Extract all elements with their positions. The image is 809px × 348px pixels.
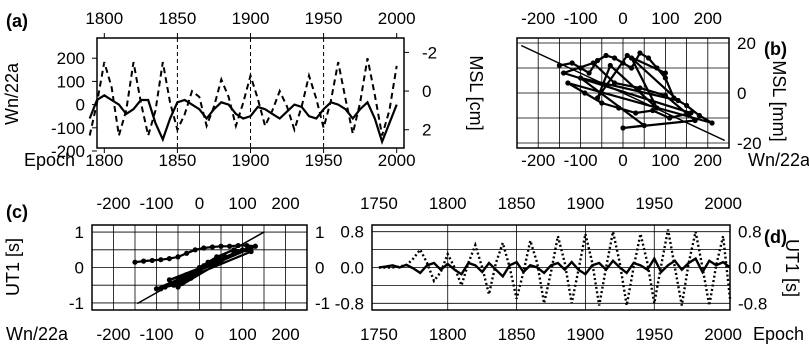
panel-d-bottom-ticklabel: 1900 bbox=[567, 325, 605, 344]
panel-d-bottom-ticklabel: 2000 bbox=[704, 325, 742, 344]
panel-a-left-ticklabel: -100 bbox=[51, 119, 85, 138]
panel-c-top-ticklabel: -200 bbox=[96, 194, 130, 213]
panel-d-right-ticklabel: 0.0 bbox=[738, 259, 762, 278]
panel-c-bottom-ticklabel: -100 bbox=[139, 325, 173, 344]
panel-d-top-ticklabel: 1950 bbox=[635, 194, 673, 213]
panel-a-top-ticklabel: 2000 bbox=[378, 9, 416, 28]
panel-b-top-ticklabel: 0 bbox=[618, 9, 627, 28]
panel-c-grid bbox=[92, 225, 307, 310]
panel-d-left-ticklabel: 0.0 bbox=[340, 259, 364, 278]
panel-a-top-ticklabel: 1900 bbox=[232, 9, 270, 28]
panel-b-bottom-ticklabel: 100 bbox=[651, 151, 679, 170]
panel-d-left-ticklabel: 0.8 bbox=[340, 223, 364, 242]
axis-title-a-right: MSL [cm] bbox=[466, 55, 486, 130]
panel-d-top-ticklabel: 1750 bbox=[360, 194, 398, 213]
panel-c-top-ticklabel: 200 bbox=[271, 194, 299, 213]
panel-d-bottom-ticklabel: 1950 bbox=[635, 325, 673, 344]
panel-c-marks bbox=[132, 231, 265, 305]
panel-b-top-ticklabel: -200 bbox=[521, 9, 555, 28]
panel-a-grid bbox=[92, 33, 409, 153]
panel-d-top-ticklabel: 1850 bbox=[498, 194, 536, 213]
panel-c-bottom-ticklabel: 100 bbox=[228, 325, 256, 344]
panel-c-right-ticklabel: 1 bbox=[315, 223, 324, 242]
panel-a-bottom-ticklabel: 1800 bbox=[85, 151, 123, 170]
panel-b bbox=[516, 37, 730, 149]
panel-d-label: (d) bbox=[764, 227, 787, 247]
panel-b-top-ticklabel: 100 bbox=[651, 9, 679, 28]
panel-a-series-msl bbox=[88, 58, 398, 136]
panel-d-bottom-ticklabel: 1850 bbox=[498, 325, 536, 344]
panel-b-top-ticklabel: 200 bbox=[694, 9, 722, 28]
axis-title-c-left: UT1 [s] bbox=[3, 238, 23, 296]
panel-a-top-ticklabel: 1850 bbox=[158, 9, 196, 28]
panel-b-right-ticklabel: 20 bbox=[737, 34, 756, 53]
panel-c-left-ticklabel: 0 bbox=[75, 259, 84, 278]
panel-a-right-ticklabel: -2 bbox=[422, 43, 437, 62]
panel-b-trajectory bbox=[559, 51, 713, 130]
panel-a-left-ticklabel: 0 bbox=[76, 96, 85, 115]
axis-title-d-bottom: Epoch bbox=[753, 324, 804, 344]
panel-c-right-ticklabel: 0 bbox=[315, 259, 324, 278]
panel-c-top-ticklabel: 100 bbox=[228, 194, 256, 213]
panel-c bbox=[91, 224, 308, 311]
panel-a-top-ticklabel: 1800 bbox=[85, 9, 123, 28]
panel-a-bottom-ticklabel: 1950 bbox=[305, 151, 343, 170]
panel-d bbox=[371, 224, 732, 311]
panel-b-right-ticklabel: 0 bbox=[737, 84, 746, 103]
panel-a-right-ticklabel: 2 bbox=[422, 121, 431, 140]
panel-a bbox=[88, 33, 409, 153]
panel-a-marks bbox=[88, 58, 398, 145]
panel-c-trajectory bbox=[134, 244, 256, 290]
panel-d-top-ticklabel: 1800 bbox=[429, 194, 467, 213]
panel-c-label: (c) bbox=[6, 202, 28, 222]
axis-title-b-right: MSL [mm] bbox=[769, 60, 789, 141]
panel-d-right-ticklabel: 0.8 bbox=[738, 223, 762, 242]
panel-b-marks bbox=[520, 44, 726, 142]
panel-a-bottom-ticklabel: 1850 bbox=[158, 151, 196, 170]
panel-b-bottom-ticklabel: -200 bbox=[521, 151, 555, 170]
panel-b-label: (b) bbox=[764, 39, 787, 59]
panel-c-top-ticklabel: -100 bbox=[139, 194, 173, 213]
panel-d-marks bbox=[378, 229, 732, 306]
panel-c-left-ticklabel: -1 bbox=[69, 294, 84, 313]
panel-c-right-ticklabel: -1 bbox=[315, 294, 330, 313]
panel-a-left-ticklabel: 100 bbox=[57, 72, 85, 91]
panel-d-bottom-ticklabel: 1800 bbox=[429, 325, 467, 344]
panel-d-left-ticklabel: -0.8 bbox=[335, 294, 364, 313]
panel-b-bottom-ticklabel: -100 bbox=[564, 151, 598, 170]
panel-a-label: (a) bbox=[6, 11, 28, 31]
panel-d-series-solid bbox=[378, 256, 731, 279]
axis-title-a-left: Wn/22a bbox=[2, 62, 22, 125]
panel-b-bottom-ticklabel: 200 bbox=[694, 151, 722, 170]
panel-b-right-ticklabel: -20 bbox=[737, 134, 762, 153]
panel-b-regression-line bbox=[520, 44, 726, 142]
panel-a-left-ticklabel: 200 bbox=[57, 49, 85, 68]
panel-b-top-ticklabel: -100 bbox=[564, 9, 598, 28]
panel-a-bottom-ticklabel: 2000 bbox=[378, 151, 416, 170]
axis-title-d-right: UT1 [s] bbox=[782, 239, 802, 297]
panel-d-top-ticklabel: 2000 bbox=[704, 194, 742, 213]
panel-d-top-ticklabel: 1900 bbox=[567, 194, 605, 213]
panel-d-right-ticklabel: -0.8 bbox=[738, 294, 767, 313]
panel-d-bottom-ticklabel: 1750 bbox=[360, 325, 398, 344]
panel-d-grid bbox=[372, 225, 730, 310]
axis-title-a-bottom: Epoch bbox=[24, 150, 75, 170]
panel-c-bottom-ticklabel: -200 bbox=[96, 325, 130, 344]
panel-c-left-ticklabel: 1 bbox=[75, 223, 84, 242]
panel-a-right-ticklabel: 0 bbox=[422, 82, 431, 101]
panel-a-left-ticklabel: -200 bbox=[51, 142, 85, 161]
panel-c-top-ticklabel: 0 bbox=[195, 194, 204, 213]
panel-a-top-ticklabel: 1950 bbox=[305, 9, 343, 28]
panel-c-bottom-ticklabel: 200 bbox=[271, 325, 299, 344]
panel-a-bottom-ticklabel: 1900 bbox=[232, 151, 270, 170]
axis-title-b-bottom: Wn/22a bbox=[748, 150, 809, 170]
axis-title-c-bottom: Wn/22a bbox=[6, 324, 69, 344]
panel-b-bottom-ticklabel: 0 bbox=[618, 151, 627, 170]
panel-c-bottom-ticklabel: 0 bbox=[195, 325, 204, 344]
